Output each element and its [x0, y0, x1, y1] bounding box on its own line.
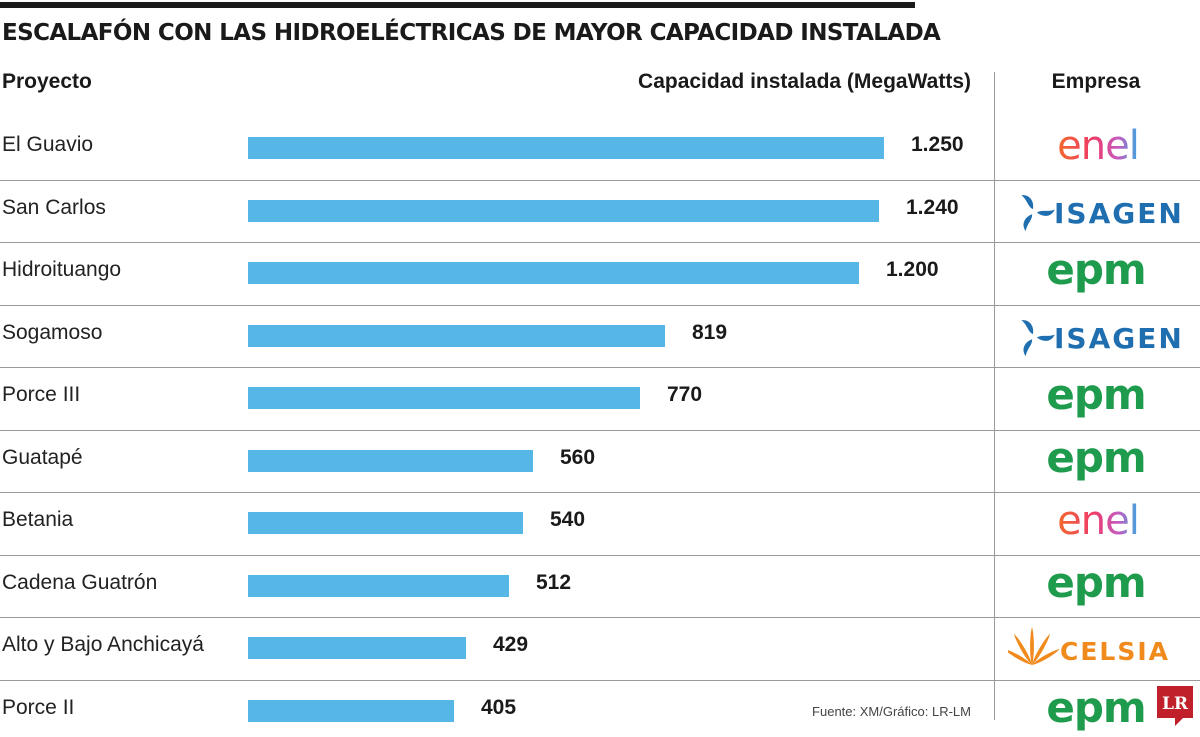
epm-logo-icon: epm	[1046, 248, 1146, 294]
value-label-san-carlos: 1.240	[906, 196, 959, 219]
project-label-guatape: Guatapé	[2, 446, 83, 469]
svg-text:LR: LR	[1162, 694, 1189, 714]
value-label-hidroituango: 1.200	[886, 258, 939, 281]
source-note: Fuente: XM/Gráfico: LR-LM	[812, 704, 971, 719]
header-company: Empresa	[1051, 70, 1141, 93]
isagen-pinwheel-icon	[1021, 195, 1055, 232]
bar-guatape	[248, 450, 533, 472]
value-label-sogamoso: 819	[692, 321, 728, 344]
project-label-el-guavio: El Guavio	[2, 133, 94, 156]
row-divider	[0, 367, 1200, 368]
project-label-san-carlos: San Carlos	[2, 196, 106, 219]
row-divider	[0, 680, 1200, 681]
bar-alto-y-bajo-anchicaya	[248, 637, 467, 659]
header-capacity: Capacidad instalada (MegaWatts)	[638, 70, 971, 93]
bar-sogamoso	[248, 325, 665, 347]
bar-san-carlos	[248, 200, 879, 222]
epm-logo-icon: epm	[1046, 436, 1146, 482]
value-label-cadena-guatron: 512	[536, 571, 572, 594]
enel-logo-icon: enel	[1057, 498, 1140, 544]
lr-logo-icon: LR	[1157, 686, 1193, 726]
value-label-alto-y-bajo-anchicaya: 429	[493, 633, 529, 656]
value-label-el-guavio: 1.250	[911, 133, 964, 156]
column-divider	[994, 72, 995, 720]
celsia-logo-text: CELSIA	[1060, 637, 1170, 666]
row-divider	[0, 180, 1200, 181]
bar-cadena-guatron	[248, 575, 509, 597]
project-label-hidroituango: Hidroituango	[2, 258, 122, 281]
isagen-pinwheel-icon	[1021, 320, 1055, 357]
celsia-logo-icon: CELSIA	[1008, 627, 1170, 666]
celsia-flame-icon	[1008, 627, 1060, 665]
bar-hidroituango	[248, 262, 859, 284]
row-divider	[0, 492, 1200, 493]
project-label-sogamoso: Sogamoso	[2, 321, 103, 344]
isagen-logo-text: ISAGEN	[1054, 197, 1184, 230]
bar-betania	[248, 512, 523, 534]
chart-title: ESCALAFÓN CON LAS HIDROELÉCTRICAS DE MAY…	[2, 20, 941, 46]
enel-logo-icon: enel	[1057, 123, 1140, 169]
enel-logo-text: enel	[1057, 123, 1139, 169]
epm-logo-text: epm	[1046, 436, 1145, 482]
bar-el-guavio	[248, 137, 884, 159]
epm-logo-text: epm	[1046, 686, 1145, 732]
epm-logo-icon: epm	[1046, 561, 1146, 607]
project-label-cadena-guatron: Cadena Guatrón	[2, 571, 158, 594]
row-divider	[0, 242, 1200, 243]
row-divider	[0, 305, 1200, 306]
isagen-logo-text: ISAGEN	[1054, 322, 1184, 355]
row-divider	[0, 430, 1200, 431]
project-label-alto-y-bajo-anchicaya: Alto y Bajo Anchicayá	[2, 633, 204, 656]
enel-logo-text: enel	[1057, 498, 1139, 544]
header-project: Proyecto	[2, 70, 92, 93]
isagen-logo-icon: ISAGEN	[1021, 195, 1184, 232]
top-rule	[0, 2, 915, 8]
epm-logo-text: epm	[1046, 373, 1145, 419]
isagen-logo-icon: ISAGEN	[1021, 320, 1184, 357]
project-label-betania: Betania	[2, 508, 74, 531]
row-divider	[0, 617, 1200, 618]
value-label-guatape: 560	[560, 446, 596, 469]
epm-logo-text: epm	[1046, 248, 1145, 294]
value-label-porce-ii: 405	[481, 696, 517, 719]
row-divider	[0, 555, 1200, 556]
value-label-betania: 540	[550, 508, 586, 531]
bar-porce-ii	[248, 700, 455, 722]
project-label-porce-iii: Porce III	[2, 383, 81, 406]
epm-logo-icon: epm	[1046, 686, 1146, 732]
epm-logo-icon: epm	[1046, 373, 1146, 419]
epm-logo-text: epm	[1046, 561, 1145, 607]
bar-porce-iii	[248, 387, 640, 409]
value-label-porce-iii: 770	[667, 383, 703, 406]
project-label-porce-ii: Porce II	[2, 696, 75, 719]
